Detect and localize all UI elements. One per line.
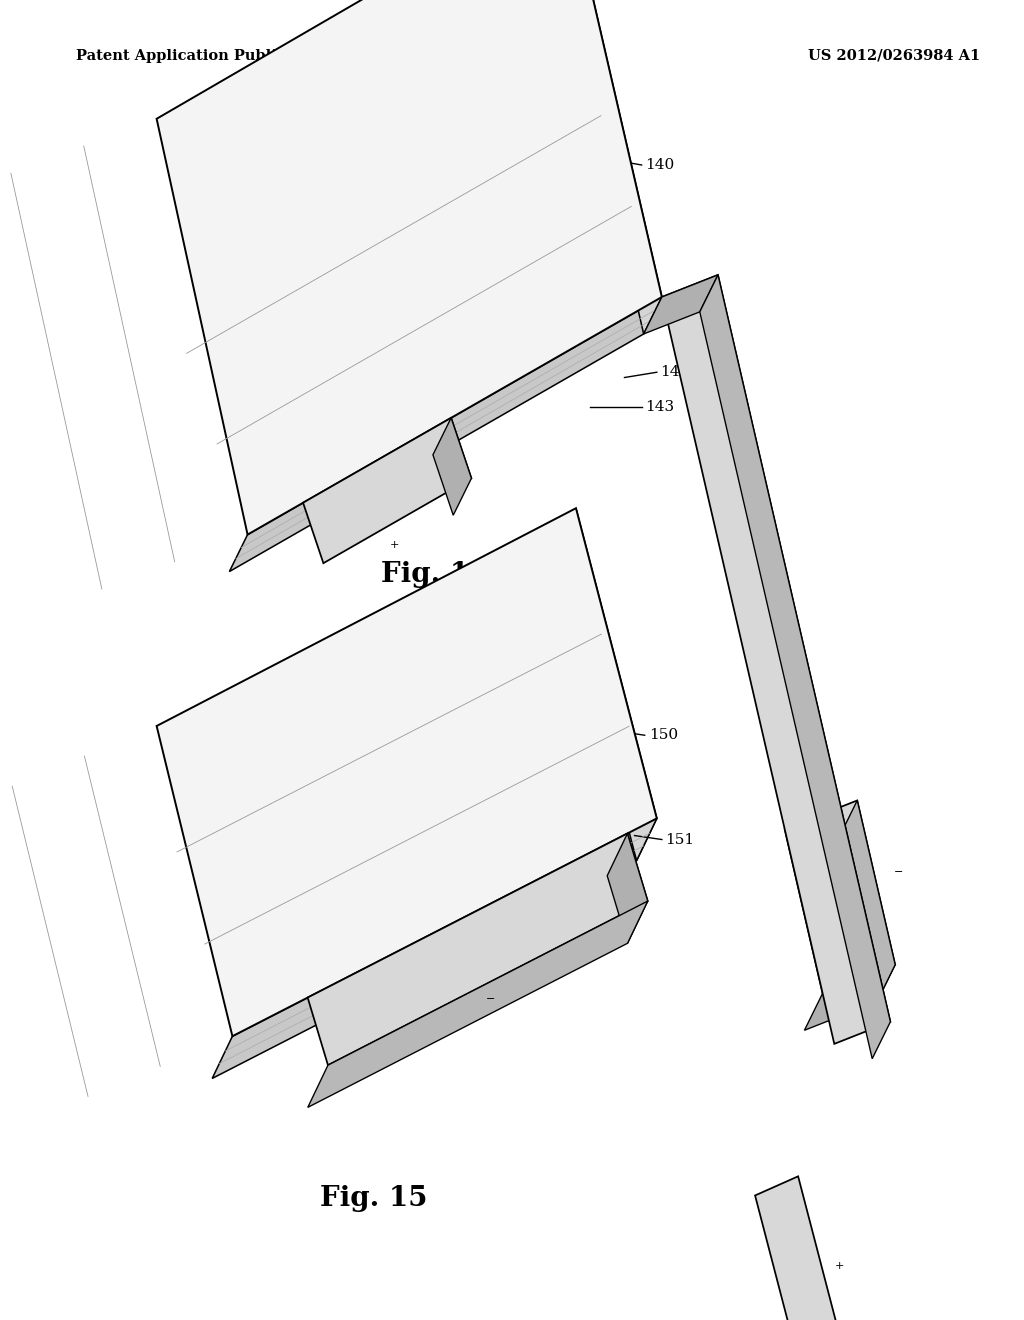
Polygon shape bbox=[699, 275, 891, 1059]
Polygon shape bbox=[607, 833, 648, 944]
Text: 150: 150 bbox=[649, 729, 678, 742]
Polygon shape bbox=[662, 275, 891, 1044]
Polygon shape bbox=[303, 418, 471, 564]
Text: Fig. 14: Fig. 14 bbox=[381, 561, 488, 587]
Text: US 2012/0263984 A1: US 2012/0263984 A1 bbox=[808, 49, 981, 63]
Text: Fig. 15: Fig. 15 bbox=[321, 1185, 428, 1212]
Text: 151: 151 bbox=[665, 833, 694, 846]
Text: +: + bbox=[835, 1261, 844, 1271]
Polygon shape bbox=[307, 833, 648, 1065]
Polygon shape bbox=[839, 800, 895, 1002]
Text: 153: 153 bbox=[546, 941, 574, 954]
Polygon shape bbox=[433, 418, 471, 515]
Text: 141: 141 bbox=[404, 484, 434, 499]
Polygon shape bbox=[556, 508, 656, 861]
Polygon shape bbox=[157, 508, 656, 1036]
Text: +: + bbox=[390, 540, 399, 550]
Polygon shape bbox=[308, 902, 648, 1107]
Polygon shape bbox=[548, 0, 662, 334]
Text: 143: 143 bbox=[645, 400, 674, 413]
Text: −: − bbox=[485, 994, 496, 1003]
Polygon shape bbox=[755, 1176, 847, 1320]
Polygon shape bbox=[229, 297, 662, 572]
Text: Oct. 18, 2012  Sheet 7 of 14: Oct. 18, 2012 Sheet 7 of 14 bbox=[305, 49, 534, 63]
Polygon shape bbox=[212, 818, 656, 1078]
Polygon shape bbox=[157, 0, 662, 535]
Text: 152: 152 bbox=[410, 1008, 439, 1023]
Text: 140: 140 bbox=[645, 158, 674, 172]
Polygon shape bbox=[644, 275, 718, 334]
Text: −: − bbox=[894, 867, 903, 878]
Text: 142: 142 bbox=[659, 366, 689, 379]
Text: Patent Application Publication: Patent Application Publication bbox=[76, 49, 328, 63]
Polygon shape bbox=[805, 965, 895, 1031]
Polygon shape bbox=[784, 800, 895, 994]
